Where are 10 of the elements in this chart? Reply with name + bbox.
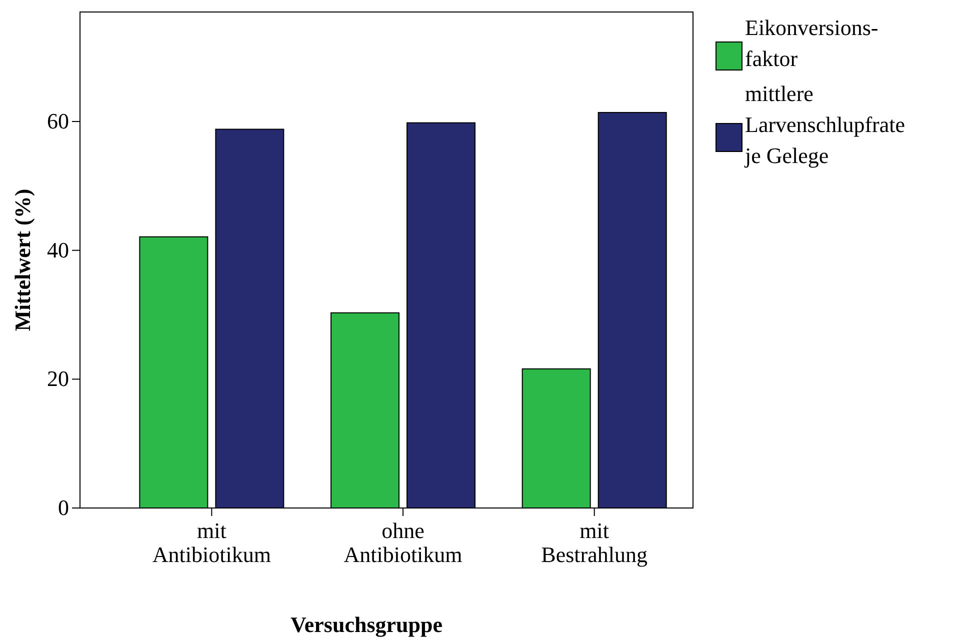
- x-tick-label: ohne Antibiotikum: [344, 518, 462, 567]
- x-axis-title: Versuchsgruppe: [290, 612, 443, 637]
- y-tick-label: 20: [47, 366, 69, 392]
- y-tick-label: 60: [47, 108, 69, 134]
- legend-label: mittlere Larvenschlupfrate je Gelege: [744, 81, 906, 168]
- y-tick-label: 40: [47, 237, 69, 262]
- y-axis-title: Mittelwert (%): [10, 188, 35, 332]
- x-tick-label: mit Bestrahlung: [541, 518, 648, 567]
- y-tick-label: 0: [58, 495, 69, 520]
- x-tick-label: mit Antibiotikum: [152, 518, 271, 567]
